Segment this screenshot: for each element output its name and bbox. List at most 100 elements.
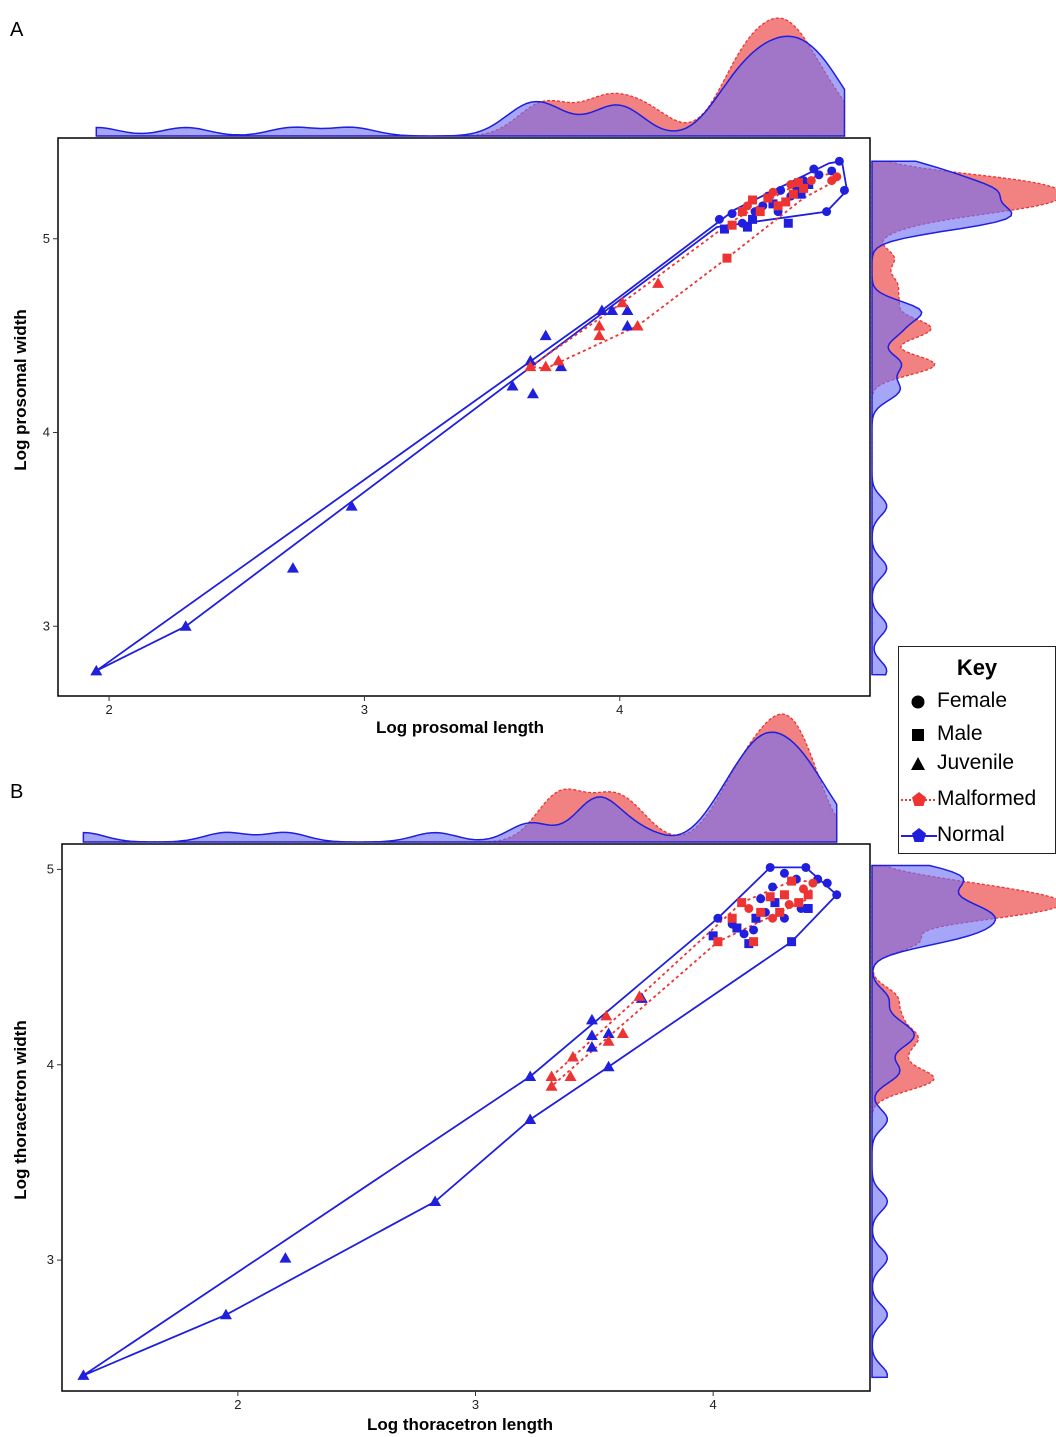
triangle-icon (911, 757, 925, 770)
circle-icon (911, 695, 925, 709)
legend-label-female: Female (937, 689, 1008, 712)
normal-female-point (832, 890, 842, 900)
normal-female-point (739, 929, 749, 939)
normal-female-point (814, 170, 824, 180)
normal-female-point (822, 207, 832, 217)
normal-juvenile-point (539, 329, 552, 341)
x-tick-label: 3 (361, 702, 368, 717)
legend-item-male: Male (899, 720, 1055, 750)
normal-female-point (822, 878, 832, 888)
normal-male-point (768, 199, 778, 209)
square-icon (912, 729, 924, 741)
panel-b-letter: B (10, 781, 23, 803)
normal-juvenile-point (524, 1070, 537, 1081)
x-tick-label: 2 (105, 702, 112, 717)
panel-a-x-axis-title: Log prosomal length (376, 718, 544, 737)
malformed-juvenile-point (552, 354, 565, 366)
normal-juvenile-point (595, 304, 608, 315)
normal-juvenile-point (179, 620, 192, 631)
malformed-female-point (832, 172, 842, 182)
malformed-female-point (768, 187, 778, 197)
y-tick-label: 4 (47, 1057, 54, 1072)
x-tick-label: 4 (710, 1397, 717, 1412)
panel-b-chart: 2 3 4 3 4 5 Log thoracetron length Log thorac… (11, 713, 1056, 1434)
malformed-male-point (781, 197, 791, 207)
legend: Key Female Male Juvenile Malformed Norma… (898, 646, 1056, 854)
panel-a-letter: A (10, 19, 24, 41)
malformed-male-point (755, 207, 765, 217)
y-tick-label: 4 (43, 425, 50, 440)
normal-female-point (768, 882, 778, 892)
panel-a-top-density (95, 17, 846, 137)
normal-juvenile-point (602, 1027, 615, 1038)
malformed-juvenile-point (564, 1070, 577, 1081)
malformed-female-point (798, 884, 808, 894)
panel-a-points (90, 156, 849, 676)
x-tick-label: 3 (472, 1397, 479, 1412)
malformed-male-point (737, 898, 747, 908)
y-tick-label: 3 (43, 618, 50, 633)
pentagon-dotted-line-icon (901, 792, 937, 806)
panel-b-top-density (82, 713, 838, 843)
malformed-female-point (784, 900, 794, 910)
normal-density-area (82, 731, 838, 843)
normal-female-point (776, 185, 786, 195)
normal-juvenile-point (77, 1369, 90, 1380)
normal-juvenile-point (279, 1252, 292, 1263)
normal-female-point (809, 164, 819, 174)
normal-density-area (871, 160, 1013, 676)
malformed-male-point (787, 876, 797, 886)
legend-item-normal: Normal (899, 821, 1055, 851)
malformed-juvenile-point (566, 1050, 579, 1062)
normal-male-point (732, 923, 742, 933)
malformed-male-point (779, 890, 789, 900)
normal-juvenile-point (90, 664, 103, 676)
malformed-female-point (808, 878, 818, 888)
normal-female-point (779, 868, 789, 878)
normal-juvenile-point (506, 380, 519, 391)
normal-juvenile-point (585, 1041, 598, 1052)
malformed-juvenile-point (545, 1070, 558, 1081)
malformed-male-point (756, 907, 766, 917)
normal-male-point (744, 939, 754, 949)
malformed-male-point (749, 937, 759, 947)
legend-label-juvenile: Juvenile (937, 751, 1015, 774)
malformed-juvenile-point (600, 1009, 613, 1021)
malformed-juvenile-point (539, 360, 552, 372)
normal-female-point (834, 156, 844, 166)
malformed-male-point (722, 253, 732, 263)
legend-label-male: Male (937, 722, 983, 745)
panel-a-right-density (871, 160, 1056, 676)
normal-juvenile-point (585, 1029, 598, 1040)
normal-density-area (871, 864, 997, 1379)
malformed-juvenile-point (616, 296, 629, 308)
normal-female-point (801, 862, 811, 872)
normal-juvenile-point (621, 304, 634, 315)
normal-male-point (783, 218, 793, 228)
malformed-juvenile-point (593, 329, 606, 341)
normal-juvenile-point (429, 1195, 442, 1207)
malformed-male-point (799, 183, 809, 193)
malformed-male-point (727, 220, 737, 230)
panel-a-chart: 2 3 4 3 4 5 Log prosomal length Log prosomal … (11, 17, 1056, 737)
malformed-male-point (713, 937, 723, 947)
normal-juvenile-point (526, 387, 539, 399)
malformed-juvenile-point (633, 990, 646, 1001)
y-tick-label: 5 (47, 861, 54, 876)
malformed-male-point (748, 195, 758, 205)
panel-b-ticks: 2 3 4 3 4 5 (47, 861, 717, 1412)
malformed-hull (527, 171, 841, 370)
normal-juvenile-point (524, 354, 537, 366)
malformed-male-point (737, 207, 747, 217)
malformed-female-point (744, 903, 754, 913)
malformed-juvenile-point (616, 1027, 629, 1038)
normal-female-point (727, 209, 737, 219)
normal-juvenile-point (219, 1308, 232, 1320)
normal-female-point (827, 166, 837, 176)
pentagon-solid-line-icon (901, 828, 937, 842)
legend-item-female: Female (899, 687, 1055, 717)
normal-juvenile-point (524, 1113, 537, 1124)
malformed-male-point (788, 189, 798, 199)
legend-label-normal: Normal (937, 823, 1005, 846)
